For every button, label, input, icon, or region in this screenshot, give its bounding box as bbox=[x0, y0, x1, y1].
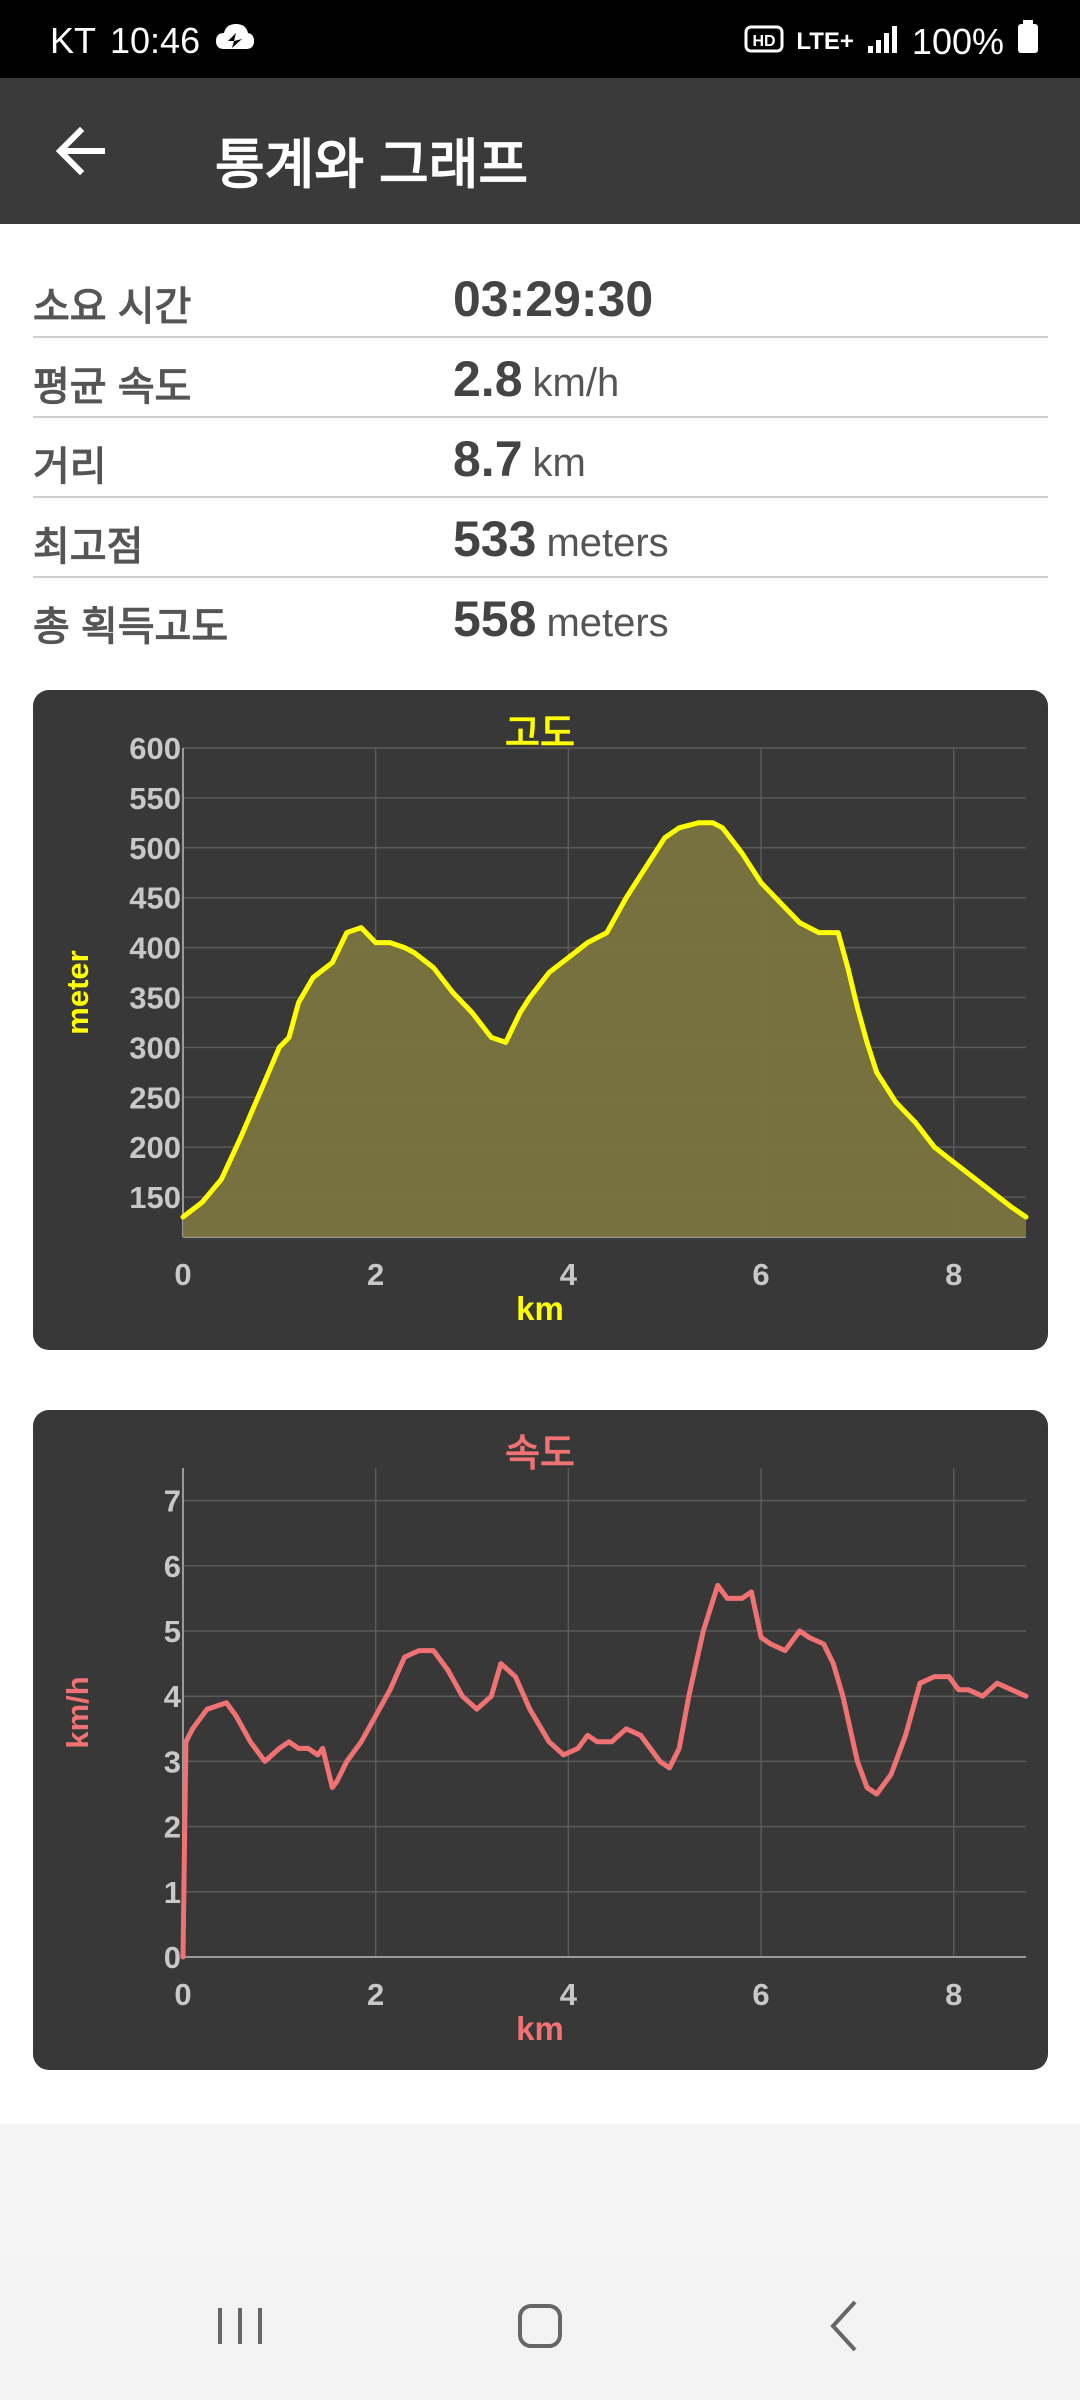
stat-value: 533 meters bbox=[453, 511, 669, 567]
nav-back-button[interactable] bbox=[805, 2286, 885, 2366]
stat-label: 최고점 bbox=[33, 525, 144, 569]
stat-label: 거리 bbox=[33, 445, 107, 489]
y-tick-label: 200 bbox=[129, 1130, 181, 1165]
speed-chart: 0 1 2 3 4 5 6 7 0 2 4 6 8 속도 km km/h bbox=[60, 1431, 1029, 2047]
stat-row-total-ascent: 총 획득고도 558 meters bbox=[33, 578, 1048, 658]
page-title: 통계와 그래프 bbox=[215, 135, 529, 195]
y-tick-label: 3 bbox=[164, 1744, 181, 1779]
stat-row-max-altitude: 최고점 533 meters bbox=[33, 498, 1048, 578]
content-area: 소요 시간 03:29:30 평균 속도 2.8 km/h 거리 8.7 km 최고… bbox=[0, 224, 1080, 2124]
y-tick-label: 150 bbox=[129, 1180, 181, 1215]
back-button[interactable] bbox=[44, 116, 124, 186]
home-icon bbox=[518, 2304, 562, 2348]
y-axis-label: meter bbox=[60, 950, 95, 1034]
x-tick-label: 0 bbox=[174, 1977, 191, 2012]
x-axis-label: km bbox=[516, 1290, 564, 1327]
stats-table: 소요 시간 03:29:30 평균 속도 2.8 km/h 거리 8.7 km 최고… bbox=[33, 258, 1048, 658]
cloud-notification-icon bbox=[214, 20, 256, 62]
stat-label: 소요 시간 bbox=[33, 285, 192, 329]
y-tick-label: 5 bbox=[164, 1614, 181, 1649]
y-tick-label: 4 bbox=[164, 1679, 182, 1714]
y-axis-label: km/h bbox=[60, 1676, 95, 1748]
carrier-label: KT bbox=[50, 20, 97, 61]
x-tick-label: 2 bbox=[367, 1257, 384, 1292]
network-type: LTE+ bbox=[796, 27, 854, 55]
y-tick-label: 550 bbox=[129, 781, 181, 816]
x-tick-label: 4 bbox=[560, 1977, 578, 2012]
y-tick-label: 600 bbox=[129, 731, 181, 766]
x-tick-label: 2 bbox=[367, 1977, 384, 2012]
y-tick-label: 2 bbox=[164, 1810, 181, 1845]
y-tick-label: 400 bbox=[129, 931, 181, 966]
chart-title: 속도 bbox=[505, 1431, 575, 1475]
stat-value: 03:29:30 bbox=[453, 271, 654, 327]
series-area bbox=[183, 822, 1026, 1237]
signal-icon bbox=[866, 21, 900, 63]
y-tick-label: 0 bbox=[164, 1940, 181, 1975]
y-tick-label: 350 bbox=[129, 980, 181, 1015]
y-tick-label: 1 bbox=[164, 1875, 181, 1910]
y-tick-label: 450 bbox=[129, 881, 181, 916]
navigation-bar bbox=[0, 2256, 1080, 2400]
stat-value: 8.7 km bbox=[453, 431, 586, 487]
stat-label: 평균 속도 bbox=[33, 365, 192, 409]
clock: 10:46 bbox=[110, 20, 201, 61]
stat-row-avg-speed: 평균 속도 2.8 km/h bbox=[33, 338, 1048, 418]
x-axis-label: km bbox=[516, 2010, 564, 2047]
elevation-chart: 150 200 250 300 350 400 450 500 550 600 0 2 4 6 8 고도 km m… bbox=[60, 711, 1029, 1327]
recents-icon bbox=[218, 2308, 262, 2344]
stat-row-distance: 거리 8.7 km bbox=[33, 418, 1048, 498]
status-bar: KT 10:46 HD LTE+ 100% bbox=[0, 0, 1080, 78]
stat-row-duration: 소요 시간 03:29:30 bbox=[33, 258, 1048, 338]
series-line bbox=[180, 820, 1029, 1220]
app-bar: 통계와 그래프 bbox=[0, 78, 1080, 224]
hd-voice-icon: HD bbox=[744, 21, 784, 63]
y-tick-label: 7 bbox=[164, 1484, 181, 1519]
chart-title: 고도 bbox=[505, 711, 575, 755]
x-tick-label: 4 bbox=[560, 1257, 578, 1292]
battery-icon bbox=[1016, 20, 1040, 63]
arrow-left-icon bbox=[55, 126, 105, 176]
y-tick-label: 500 bbox=[129, 831, 181, 866]
home-button[interactable] bbox=[500, 2286, 580, 2366]
x-tick-label: 6 bbox=[752, 1257, 769, 1292]
y-tick-label: 300 bbox=[129, 1030, 181, 1065]
x-tick-label: 6 bbox=[752, 1977, 769, 2012]
elevation-chart-card: 150 200 250 300 350 400 450 500 550 600 0 2 4 6 8 고도 km m… bbox=[33, 690, 1048, 1350]
stat-value: 2.8 km/h bbox=[453, 351, 620, 407]
chevron-left-icon bbox=[830, 2300, 857, 2352]
x-tick-label: 8 bbox=[945, 1257, 962, 1292]
svg-text:HD: HD bbox=[753, 33, 776, 50]
x-tick-label: 0 bbox=[174, 1257, 191, 1292]
stat-label: 총 획득고도 bbox=[33, 605, 229, 649]
speed-chart-card: 0 1 2 3 4 5 6 7 0 2 4 6 8 속도 km km/h bbox=[33, 1410, 1048, 2070]
series-line bbox=[180, 1582, 1029, 1960]
recents-button[interactable] bbox=[200, 2286, 280, 2366]
stat-value: 558 meters bbox=[453, 591, 669, 647]
y-tick-label: 250 bbox=[129, 1080, 181, 1115]
y-tick-label: 6 bbox=[164, 1549, 181, 1584]
battery-percent: 100% bbox=[911, 20, 1004, 62]
x-tick-label: 8 bbox=[945, 1977, 962, 2012]
